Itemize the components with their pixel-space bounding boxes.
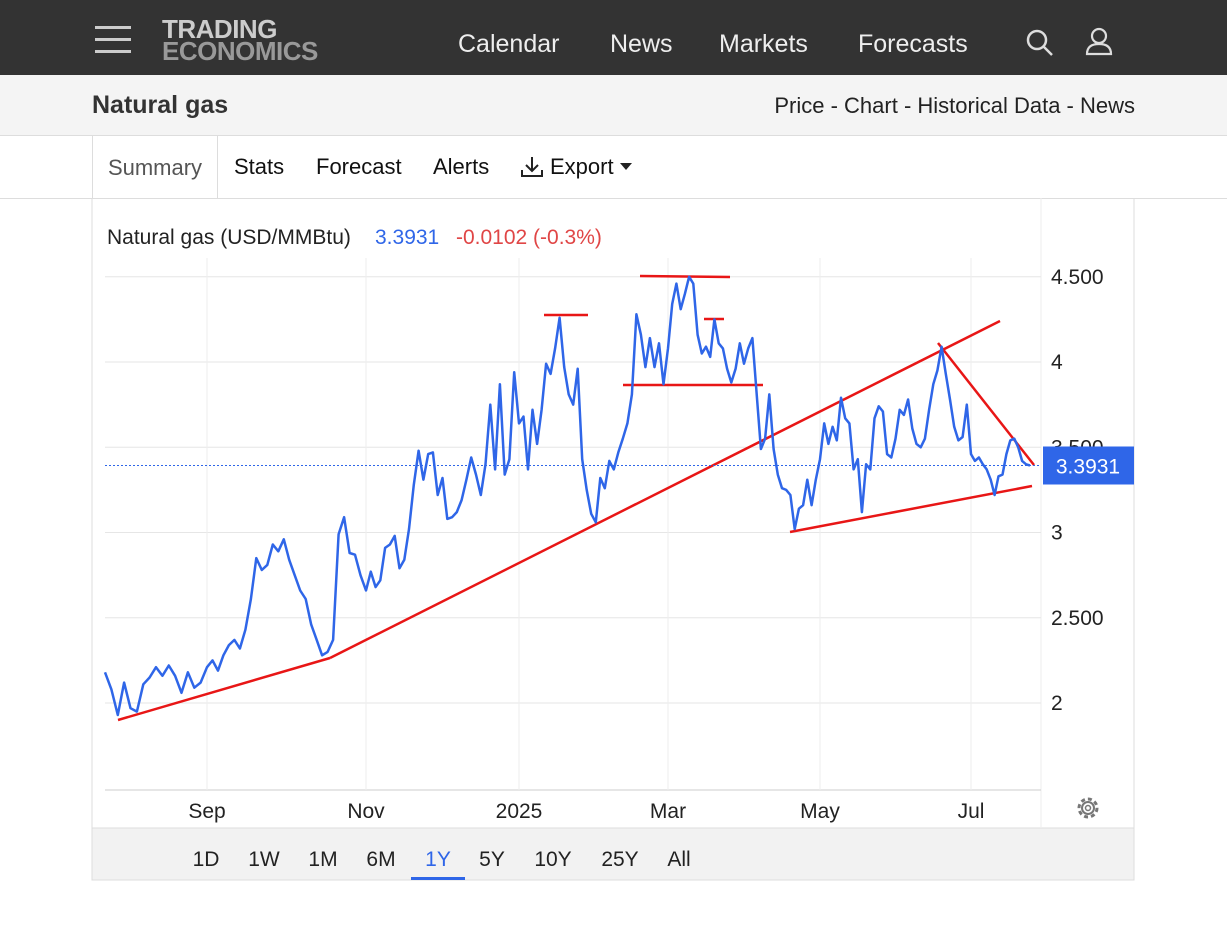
range-button[interactable]: 6M — [366, 848, 395, 871]
range-button[interactable]: 5Y — [479, 848, 505, 871]
settings-icon[interactable] — [1077, 797, 1099, 819]
tabs: Summary Stats Forecast Alerts Export — [0, 135, 1227, 199]
tab[interactable]: Stats — [234, 154, 285, 179]
trendlines — [117, 274, 1035, 722]
tab[interactable]: Summary — [92, 135, 218, 198]
menu-icon[interactable] — [95, 26, 133, 54]
y-tick-label: 4 — [1051, 351, 1063, 374]
y-tick-label: 3.500 — [1051, 436, 1104, 459]
tab[interactable]: Forecast — [316, 154, 402, 179]
y-tick-label: 2.500 — [1051, 607, 1104, 630]
x-tick-label: Jul — [958, 800, 985, 823]
range-button[interactable]: 25Y — [601, 848, 638, 871]
x-tick-label: 2025 — [496, 800, 543, 823]
y-tick-label: 2 — [1051, 692, 1063, 715]
dropdown-caret — [620, 163, 632, 170]
legend-value: 3.3931 — [375, 226, 439, 249]
range-button[interactable]: 1M — [308, 848, 337, 871]
x-tick-label: May — [800, 800, 840, 823]
nav-link[interactable]: Forecasts — [858, 30, 968, 58]
x-tick-label: Sep — [188, 800, 225, 823]
tab[interactable]: Export — [550, 154, 614, 179]
range-button[interactable]: 1Y — [425, 848, 451, 871]
last-price-badge — [1043, 446, 1134, 485]
title-band: Natural gas Price - Chart - Historical D… — [0, 75, 1227, 136]
y-tick-label: 3 — [1051, 522, 1063, 545]
nav-link[interactable]: News — [610, 30, 673, 58]
top-bar: TRADING ECONOMICS Calendar News Markets F… — [0, 0, 1227, 75]
range-button[interactable]: 1D — [193, 848, 220, 871]
range-bar — [91, 827, 1135, 881]
price-line — [103, 275, 1031, 717]
y-tick-label: 4.500 — [1051, 266, 1104, 289]
header-links[interactable]: Price - Chart - Historical Data - News — [774, 93, 1135, 118]
range-button[interactable]: All — [667, 848, 690, 871]
range-button[interactable]: 1W — [248, 848, 280, 871]
legend-change: -0.0102 (-0.3%) — [456, 226, 602, 249]
range-button[interactable]: 10Y — [534, 848, 571, 871]
nav-link[interactable]: Markets — [719, 30, 808, 58]
range-active-underline — [411, 877, 465, 880]
x-tick-label: Mar — [650, 800, 686, 823]
legend-name: Natural gas (USD/MMBtu) — [107, 226, 351, 249]
logo-bottom: ECONOMICS — [162, 36, 318, 66]
tab[interactable]: Alerts — [433, 154, 490, 179]
logo[interactable]: TRADING ECONOMICS — [162, 14, 318, 66]
search-icon[interactable] — [1025, 28, 1055, 58]
x-tick-label: Nov — [347, 800, 385, 823]
page-title: Natural gas — [92, 91, 229, 119]
user-icon[interactable] — [1085, 27, 1113, 57]
last-price-label: 3.3931 — [1056, 455, 1120, 478]
export-icon[interactable] — [520, 155, 546, 179]
logo-top: TRADING — [162, 14, 277, 44]
nav-link[interactable]: Calendar — [458, 30, 560, 58]
